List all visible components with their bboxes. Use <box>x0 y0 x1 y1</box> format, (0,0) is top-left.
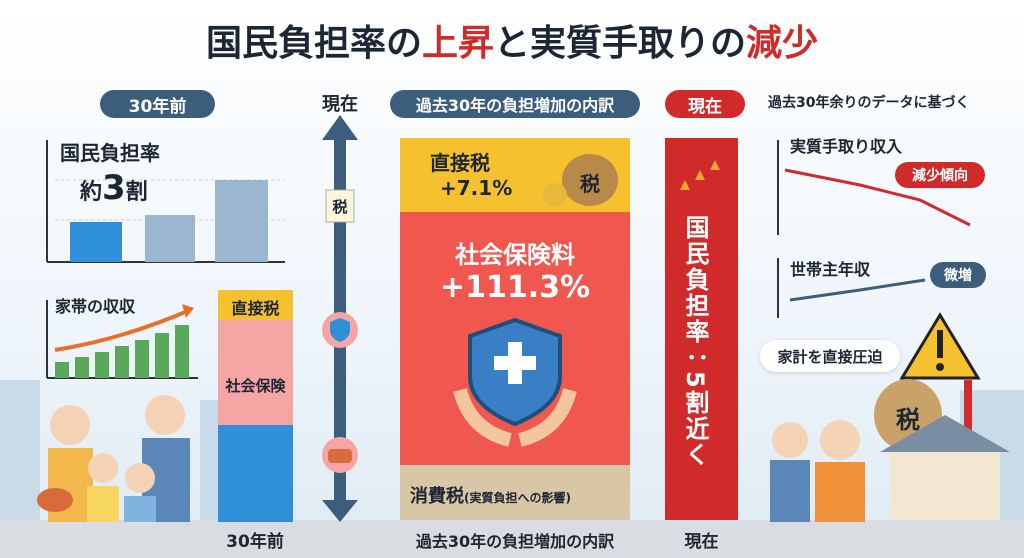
card-label: 世帯主年収 <box>790 260 871 279</box>
segment-label: 消費税(実質負担への影響) <box>410 482 571 508</box>
bag-text: 税 <box>580 172 600 196</box>
text: 消費税 <box>410 486 464 507</box>
badge: 現在 <box>665 90 745 118</box>
source-note: 過去30年余りのデータに基づく <box>768 95 970 111</box>
vertical-text: 国民負担率：5割近く <box>681 215 709 468</box>
segment-change: +7.1% <box>440 176 513 200</box>
text: 約 <box>80 180 103 205</box>
arrow-label: 現在 <box>322 94 358 115</box>
stack-label: 直接税 <box>231 299 280 318</box>
text: (実質負担への影響) <box>464 491 571 505</box>
text: 割 <box>125 180 148 205</box>
badge: 過去30年の負担増加の内訳 <box>390 90 640 118</box>
bottom-label: 過去30年の負担増加の内訳 <box>415 532 615 551</box>
segment-change: +111.3% <box>439 270 591 305</box>
trend-pill: 微増 <box>930 262 986 288</box>
card-label: 実質手取り収入 <box>790 137 903 156</box>
title-part: 減少 <box>746 23 819 64</box>
trend-pill: 減少傾向 <box>895 162 985 188</box>
stack-label: 社会保険 <box>225 377 286 395</box>
bottom-label: 現在 <box>684 532 719 552</box>
icon-text: 税 <box>332 198 348 216</box>
title-part: 国民負担率の <box>205 23 422 64</box>
segment-label: 直接税 <box>430 151 490 175</box>
speech-bubble: 家計を直接圧迫 <box>760 340 900 372</box>
card-label: 国民負担率 <box>60 141 160 165</box>
title-part: 上昇 <box>421 23 494 64</box>
title: 国民負担率の上昇と実質手取りの減少 <box>0 14 1024 66</box>
bottom-label: 30年前 <box>226 532 284 552</box>
card-label: 家帯の収収 <box>55 297 136 316</box>
bag-text: 税 <box>896 406 920 434</box>
title-part: と実質手取りの <box>494 23 747 64</box>
text: 3 <box>102 168 126 208</box>
badge: 30年前 <box>100 90 215 118</box>
burden-value: 約3割 <box>80 168 148 208</box>
segment-label: 社会保険料 <box>455 241 575 269</box>
